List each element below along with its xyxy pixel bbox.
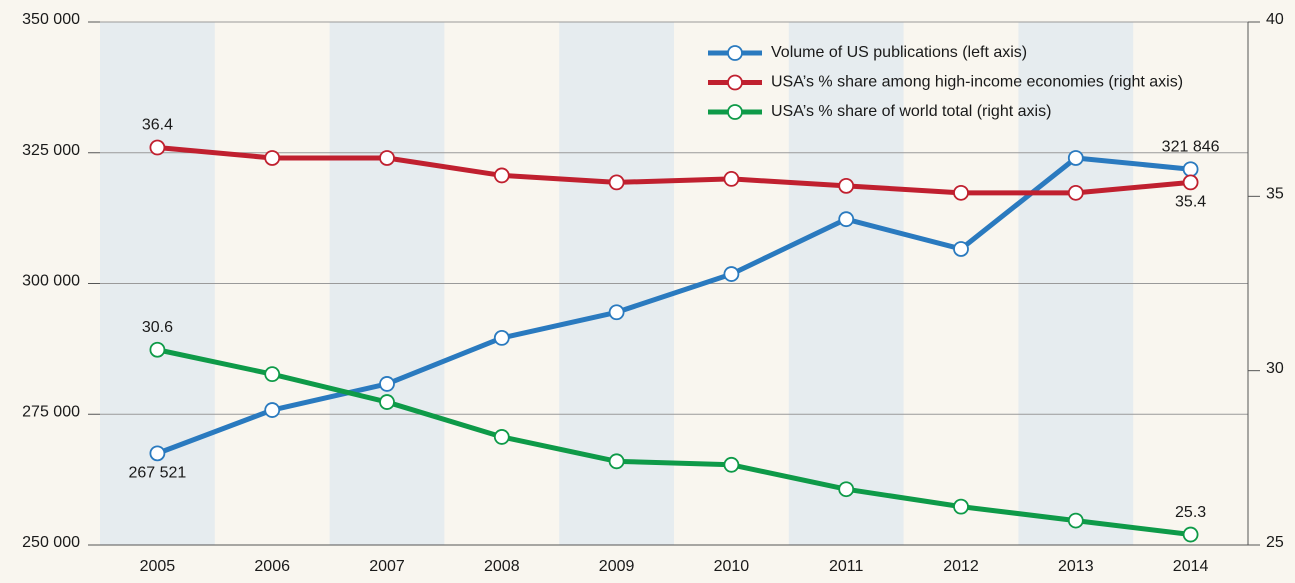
y-tick-label: 300 000 <box>22 273 80 290</box>
y2-tick-label: 25 <box>1266 534 1284 551</box>
point <box>1182 526 1199 543</box>
series-line <box>156 155 1191 456</box>
point <box>1067 184 1084 201</box>
y2-tick-label: 35 <box>1266 186 1284 203</box>
point <box>723 266 740 282</box>
point <box>838 177 855 194</box>
point <box>723 170 740 187</box>
x-tick-label: 2012 <box>943 558 979 575</box>
x-tick-label: 2009 <box>599 558 635 575</box>
legend-label: Volume of US publications (left axis) <box>771 44 1027 61</box>
point <box>723 456 740 473</box>
point <box>379 376 395 392</box>
x-tick-label: 2014 <box>1173 558 1209 575</box>
x-tick-label: 2013 <box>1058 558 1094 575</box>
point <box>493 167 510 184</box>
data-label: 25.3 <box>1175 504 1206 521</box>
y2-tick-label: 40 <box>1266 11 1284 28</box>
point <box>608 174 625 191</box>
x-tick-label: 2010 <box>714 558 750 575</box>
y-tick-label: 350 000 <box>22 11 80 28</box>
data-label: 321 846 <box>1162 138 1220 155</box>
point <box>608 304 625 321</box>
point <box>838 481 855 498</box>
point <box>379 150 395 166</box>
legend-label: USA’s % share among high-income economie… <box>771 74 1183 91</box>
legend-label: USA’s % share of world total (right axis… <box>771 103 1051 120</box>
point <box>608 453 625 470</box>
point <box>264 402 281 418</box>
x-tick-label: 2007 <box>369 558 405 575</box>
point <box>264 366 281 383</box>
series-line <box>156 347 1191 538</box>
point <box>953 184 969 201</box>
legend-marker <box>727 45 743 61</box>
y-tick-label: 250 000 <box>22 534 80 551</box>
data-label: 30.6 <box>142 319 173 336</box>
legend-marker <box>727 74 743 91</box>
point <box>149 341 166 358</box>
x-tick-label: 2011 <box>829 558 864 575</box>
point <box>838 211 855 228</box>
point <box>1067 150 1084 166</box>
y-tick-label: 325 000 <box>22 142 80 159</box>
point <box>264 150 281 166</box>
point <box>149 139 166 156</box>
x-tick-label: 2005 <box>140 558 176 575</box>
x-tick-label: 2008 <box>484 558 520 575</box>
point <box>493 429 510 445</box>
data-label: 36.4 <box>142 117 173 134</box>
series-line <box>157 145 1191 196</box>
legend-marker <box>727 104 743 120</box>
point <box>953 241 969 257</box>
point <box>149 445 166 462</box>
x-tick-label: 2006 <box>254 558 290 575</box>
point <box>953 498 969 515</box>
data-label: 267 521 <box>128 465 186 482</box>
point <box>1182 174 1199 191</box>
point <box>379 394 395 410</box>
point <box>1182 161 1199 178</box>
point <box>1067 512 1084 529</box>
y2-tick-label: 30 <box>1266 360 1284 377</box>
y-tick-label: 275 000 <box>22 403 80 420</box>
data-label: 35.4 <box>1175 194 1206 211</box>
point <box>493 329 510 346</box>
